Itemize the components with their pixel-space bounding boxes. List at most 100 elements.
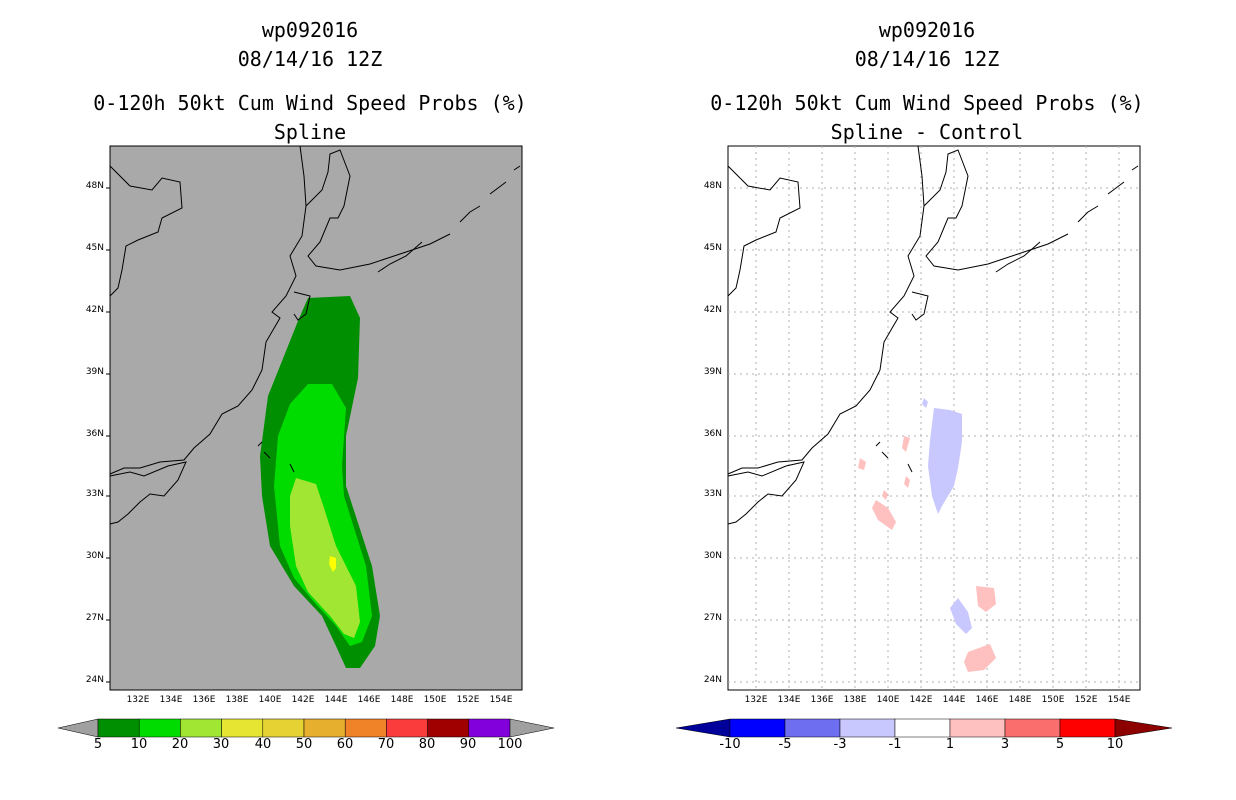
right-lon-label: 138E	[843, 695, 867, 705]
right-lat-label: 27N	[703, 613, 722, 623]
right-lat-label: 39N	[703, 367, 722, 377]
left-subtitle: Spline	[273, 120, 347, 144]
left-lon-label: 144E	[324, 695, 348, 705]
right-lon-label: 136E	[810, 695, 834, 705]
colorbar-swatch	[784, 718, 841, 738]
left-colorbar-label: 60	[336, 737, 354, 752]
left-colorbar-label: 20	[171, 737, 189, 752]
left-lat-label: 45N	[85, 243, 104, 253]
colorbar-swatch	[97, 718, 140, 738]
right-lat-label: 36N	[703, 429, 722, 439]
right-datetime: 08/14/16 12Z	[854, 47, 1000, 71]
left-lon-label: 136E	[192, 695, 216, 705]
left-lon-label: 140E	[258, 695, 282, 705]
colorbar-high-arrow	[509, 718, 555, 738]
right-lon-label: 142E	[909, 695, 933, 705]
left-lat-label: 27N	[85, 613, 104, 623]
colorbar-swatch	[221, 718, 264, 738]
left-axis-ticks	[106, 187, 110, 683]
left-lon-label: 142E	[291, 695, 315, 705]
colorbar-swatch	[1004, 718, 1061, 738]
right-colorbar-label: -1	[888, 737, 902, 752]
right-storm-id: wp092016	[878, 18, 976, 42]
colorbar-swatch	[344, 718, 387, 738]
left-colorbar-label: 50	[295, 737, 313, 752]
right-product-title: 0-120h 50kt Cum Wind Speed Probs (%)	[710, 91, 1144, 115]
left-lon-label: 138E	[225, 695, 249, 705]
colorbar-swatch	[729, 718, 786, 738]
diff-positive-region	[904, 476, 910, 488]
left-colorbar-label: 40	[254, 737, 272, 752]
left-storm-id: wp092016	[261, 18, 359, 42]
right-lat-label: 48N	[703, 181, 722, 191]
right-lon-label: 134E	[777, 695, 801, 705]
left-lon-label: 132E	[126, 695, 150, 705]
right-lat-label: 45N	[703, 243, 722, 253]
right-lon-label: 146E	[975, 695, 999, 705]
left-lat-label: 39N	[85, 367, 104, 377]
right-lon-label: 144E	[942, 695, 966, 705]
colorbar-low-arrow	[57, 718, 99, 738]
left-lon-label: 146E	[357, 695, 381, 705]
colorbar-swatch	[386, 718, 428, 738]
right-lon-label: 154E	[1107, 695, 1131, 705]
right-colorbar-label: 10	[1106, 737, 1124, 752]
diff-negative-region	[950, 598, 972, 634]
right-lat-label: 42N	[703, 305, 722, 315]
colorbar-swatch	[303, 718, 346, 738]
left-lat-label: 30N	[85, 551, 104, 561]
right-lon-label: 148E	[1008, 695, 1032, 705]
diff-negative-region	[928, 408, 962, 514]
colorbar-swatch	[839, 718, 896, 738]
left-lat-label: 42N	[85, 305, 104, 315]
left-colorbar-label: 30	[212, 737, 230, 752]
colorbar-low-arrow	[675, 718, 731, 738]
diff-positive-region	[976, 586, 996, 612]
left-coastlines	[109, 145, 521, 525]
left-lon-label: 152E	[456, 695, 480, 705]
left-colorbar-label: 5	[93, 737, 103, 752]
diff-positive-region	[882, 490, 888, 500]
left-lon-label: 154E	[489, 695, 513, 705]
diff-positive-region	[902, 436, 910, 452]
left-map	[106, 145, 523, 691]
colorbar-swatch	[427, 718, 470, 738]
prob-contour-30	[329, 556, 336, 572]
right-lat-label: 33N	[703, 489, 722, 499]
left-colorbar-label: 80	[418, 737, 436, 752]
prob-contour-20	[290, 478, 360, 638]
right-lon-label: 152E	[1074, 695, 1098, 705]
right-colorbar-label: 3	[1000, 737, 1010, 752]
diff-positive-region	[872, 500, 896, 530]
right-lon-label: 150E	[1041, 695, 1065, 705]
right-colorbar-label: -3	[833, 737, 847, 752]
colorbar-high-arrow	[1114, 718, 1173, 738]
right-colorbar-label: -5	[778, 737, 792, 752]
right-lon-label: 140E	[876, 695, 900, 705]
left-lat-label: 33N	[85, 489, 104, 499]
colorbar-swatch	[262, 718, 305, 738]
left-product-title: 0-120h 50kt Cum Wind Speed Probs (%)	[93, 91, 527, 115]
diff-positive-region	[858, 458, 866, 470]
diff-negative-region	[922, 398, 928, 408]
colorbar-swatch	[138, 718, 181, 738]
left-colorbar	[57, 718, 555, 738]
right-colorbar-label: -10	[719, 737, 741, 752]
left-colorbar-label: 90	[459, 737, 477, 752]
colorbar-swatch	[1059, 718, 1116, 738]
right-colorbar-label: 1	[945, 737, 955, 752]
left-colorbar-label: 10	[130, 737, 148, 752]
colorbar-swatch	[894, 718, 951, 738]
left-lon-label: 150E	[423, 695, 447, 705]
diff-positive-region	[964, 644, 996, 672]
left-lon-label: 148E	[390, 695, 414, 705]
colorbar-swatch	[180, 718, 222, 738]
right-lon-label: 132E	[744, 695, 768, 705]
right-lat-label: 24N	[703, 675, 722, 685]
right-lat-label: 30N	[703, 551, 722, 561]
left-lat-label: 24N	[85, 675, 104, 685]
left-lat-label: 48N	[85, 181, 104, 191]
colorbar-swatch	[468, 718, 511, 738]
colorbar-swatch	[949, 718, 1006, 738]
left-lon-label: 134E	[159, 695, 183, 705]
